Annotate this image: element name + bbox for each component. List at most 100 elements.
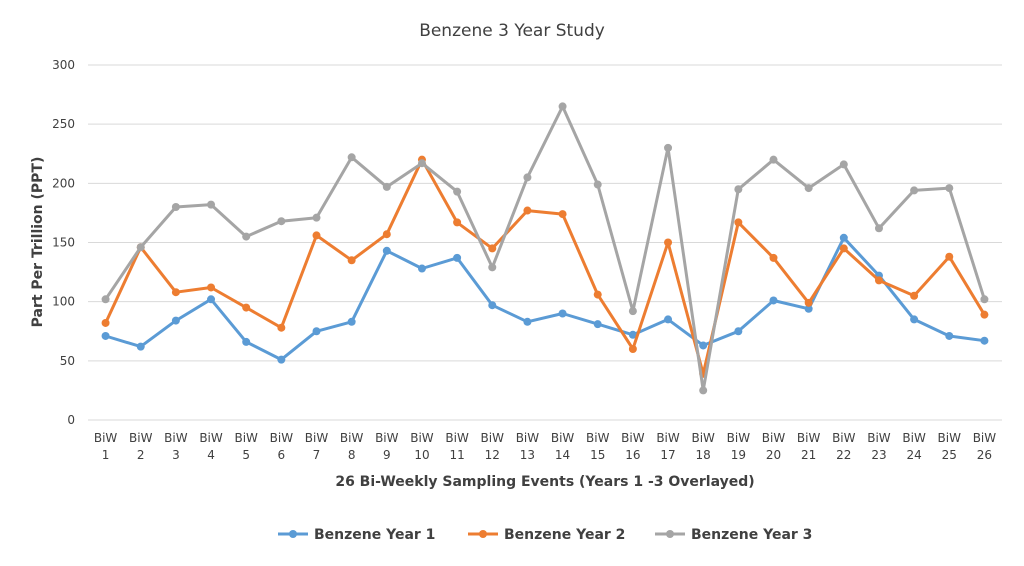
data-point xyxy=(628,345,637,353)
data-point xyxy=(312,213,321,222)
x-tick-label-number: 16 xyxy=(625,448,640,462)
x-tick-label: BiW xyxy=(234,431,258,445)
x-tick-label: BiW xyxy=(129,431,153,445)
data-point xyxy=(277,323,286,332)
data-point xyxy=(593,290,602,299)
y-axis-ticks: 0 50 100 150 200 250 300 xyxy=(52,58,75,427)
data-point xyxy=(101,331,110,340)
series-2 xyxy=(101,155,989,378)
data-point xyxy=(769,296,778,305)
data-point xyxy=(277,355,286,364)
data-point xyxy=(277,217,286,226)
data-point xyxy=(101,318,110,327)
data-point xyxy=(839,160,848,169)
data-point xyxy=(734,185,743,194)
data-point xyxy=(558,210,567,219)
x-tick-label-number: 24 xyxy=(906,448,921,462)
x-tick-label: BiW xyxy=(902,431,926,445)
legend: Benzene Year 1 Benzene Year 2 Benzene Year… xyxy=(278,527,812,543)
data-point xyxy=(417,159,426,168)
data-point xyxy=(523,206,532,215)
data-point xyxy=(945,184,954,193)
data-point xyxy=(558,102,567,111)
data-point xyxy=(242,337,251,346)
data-point xyxy=(488,244,497,253)
data-point xyxy=(171,288,180,297)
data-point xyxy=(347,153,356,162)
data-point xyxy=(136,342,145,351)
data-point xyxy=(382,246,391,255)
data-point xyxy=(664,238,673,247)
x-axis-ticks: BiW 1 BiW 2 BiW 3 BiW 4 BiW 5 BiW 6 BiW 7 BiW 8 BiW 9 BiW 1… xyxy=(94,431,996,462)
data-point xyxy=(382,230,391,239)
x-tick-label: BiW xyxy=(762,431,786,445)
x-tick-label-number: 1 xyxy=(102,448,110,462)
gridlines xyxy=(88,64,1002,421)
x-tick-label-number: 17 xyxy=(660,448,675,462)
x-tick-label-number: 15 xyxy=(590,448,605,462)
x-tick-label-number: 22 xyxy=(836,448,851,462)
data-point xyxy=(207,283,216,292)
y-tick-label: 250 xyxy=(52,117,75,131)
legend-marker xyxy=(479,530,487,538)
legend-label: Benzene Year 3 xyxy=(691,527,812,543)
data-point xyxy=(453,253,462,262)
x-tick-label-number: 6 xyxy=(278,448,286,462)
x-tick-label-number: 12 xyxy=(485,448,500,462)
x-tick-label-number: 26 xyxy=(977,448,992,462)
x-tick-label-number: 18 xyxy=(696,448,711,462)
x-tick-label: BiW xyxy=(481,431,505,445)
x-axis-label: 26 Bi-Weekly Sampling Events (Years 1 -3… xyxy=(335,474,754,490)
x-tick-label: BiW xyxy=(727,431,751,445)
series-1 xyxy=(101,233,989,364)
x-tick-label: BiW xyxy=(445,431,469,445)
data-point xyxy=(804,298,813,307)
x-tick-label-number: 19 xyxy=(731,448,746,462)
x-tick-label: BiW xyxy=(375,431,399,445)
data-point xyxy=(910,186,919,195)
data-point xyxy=(699,386,708,395)
x-tick-label: BiW xyxy=(797,431,821,445)
data-point xyxy=(347,317,356,326)
x-tick-label: BiW xyxy=(94,431,118,445)
data-point xyxy=(242,232,251,241)
data-point xyxy=(980,336,989,345)
legend-item: Benzene Year 3 xyxy=(655,527,812,543)
data-point xyxy=(980,295,989,304)
data-point xyxy=(699,341,708,350)
x-tick-label-number: 23 xyxy=(871,448,886,462)
data-point xyxy=(734,218,743,227)
x-tick-label-number: 25 xyxy=(942,448,957,462)
series-line xyxy=(104,158,986,376)
legend-marker xyxy=(666,530,674,538)
data-point xyxy=(242,303,251,312)
data-point xyxy=(593,320,602,329)
x-tick-label-number: 20 xyxy=(766,448,781,462)
data-point xyxy=(347,256,356,265)
x-tick-label: BiW xyxy=(305,431,329,445)
x-tick-label-number: 8 xyxy=(348,448,356,462)
x-tick-label: BiW xyxy=(938,431,962,445)
legend-label: Benzene Year 2 xyxy=(504,527,625,543)
data-point xyxy=(312,231,321,240)
data-point xyxy=(171,316,180,325)
legend-label: Benzene Year 1 xyxy=(314,527,435,543)
data-point xyxy=(523,173,532,182)
x-tick-label: BiW xyxy=(867,431,891,445)
x-tick-label-number: 11 xyxy=(449,448,464,462)
x-tick-label-number: 14 xyxy=(555,448,570,462)
legend-item: Benzene Year 1 xyxy=(278,527,435,543)
y-tick-label: 100 xyxy=(52,295,75,309)
data-point xyxy=(769,253,778,262)
x-tick-label: BiW xyxy=(551,431,575,445)
data-point xyxy=(207,200,216,209)
data-point xyxy=(628,307,637,316)
data-point xyxy=(207,295,216,304)
data-point xyxy=(839,244,848,253)
y-tick-label: 50 xyxy=(60,354,75,368)
data-point xyxy=(804,184,813,193)
x-tick-label-number: 9 xyxy=(383,448,391,462)
data-point xyxy=(945,331,954,340)
x-tick-label-number: 13 xyxy=(520,448,535,462)
